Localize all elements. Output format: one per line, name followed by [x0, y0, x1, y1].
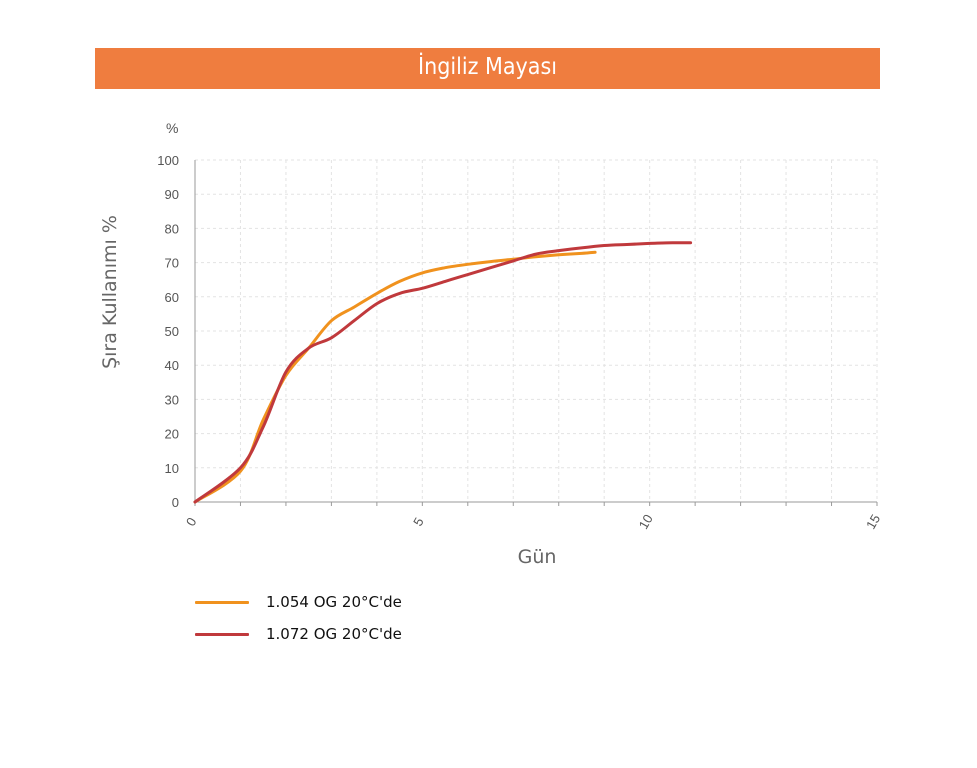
- x-axis-title: Gün: [518, 546, 557, 568]
- x-tick-label: 15: [863, 512, 883, 532]
- grid: [195, 159, 878, 502]
- x-tick-label: 0: [183, 515, 200, 529]
- x-tick-label: 5: [410, 515, 427, 529]
- y-tick-label: 20: [165, 427, 179, 442]
- legend-label: 1.072 OG 20°C'de: [266, 625, 402, 643]
- chart-title: İngiliz Mayası: [417, 54, 558, 80]
- x-tick-label: 10: [636, 512, 656, 532]
- legend-swatch-red: [195, 633, 249, 636]
- series-line-2: [193, 241, 693, 504]
- series-lines: [193, 241, 693, 504]
- y-tick-label: 50: [165, 324, 179, 339]
- y-tick-label: 90: [165, 187, 179, 202]
- series-line-1: [193, 250, 597, 504]
- axes: [194, 160, 878, 506]
- y-tick-labels: 0 10 20 30 40 50 60 70 80 90 100: [157, 153, 179, 510]
- y-tick-label: 70: [165, 256, 179, 271]
- y-tick-label: 80: [165, 221, 179, 236]
- y-tick-label: 40: [165, 358, 179, 373]
- legend-swatch-orange: [195, 601, 249, 604]
- y-tick-label: 30: [165, 392, 179, 407]
- y-tick-label: 100: [157, 153, 179, 168]
- y-unit-label: %: [166, 120, 178, 136]
- y-tick-label: 10: [165, 461, 179, 476]
- x-tick-labels: 0 5 10 15: [183, 512, 883, 532]
- y-tick-label: 60: [165, 290, 179, 305]
- legend-label: 1.054 OG 20°C'de: [266, 593, 402, 611]
- chart-title-bar: İngiliz Mayası: [95, 48, 880, 89]
- y-axis-title: Şıra Kullanımı %: [99, 215, 121, 369]
- y-tick-label: 0: [172, 495, 179, 510]
